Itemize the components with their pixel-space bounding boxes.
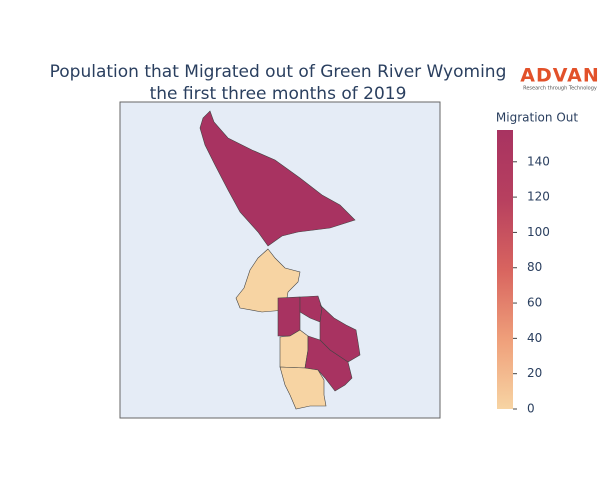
region xyxy=(199,110,356,247)
region xyxy=(304,335,353,392)
colorbar-tick-label: 100 xyxy=(527,225,550,239)
colorbar-tick-label: 40 xyxy=(527,331,542,345)
region xyxy=(319,304,361,363)
colorbar-tick-label: 120 xyxy=(527,190,550,204)
colorbar xyxy=(497,130,513,409)
region xyxy=(235,248,301,313)
region xyxy=(277,296,301,337)
colorbar-tick-label: 0 xyxy=(527,402,535,416)
region xyxy=(279,366,327,410)
colorbar-title: Migration Out xyxy=(496,111,578,125)
colorbar-tick-label: 20 xyxy=(527,366,542,380)
colorbar-tick-label: 80 xyxy=(527,260,542,274)
map-frame xyxy=(119,101,441,419)
chart-subtitle: the first three months of 2019 xyxy=(150,84,407,104)
logo-tagline: Research through Technology xyxy=(523,86,597,92)
colorbar-tick-label: 140 xyxy=(527,154,550,168)
chart-title: Population that Migrated out of Green Ri… xyxy=(50,62,507,82)
colorbar-tick-label: 60 xyxy=(527,296,542,310)
logo: ADVAN xyxy=(520,65,600,87)
